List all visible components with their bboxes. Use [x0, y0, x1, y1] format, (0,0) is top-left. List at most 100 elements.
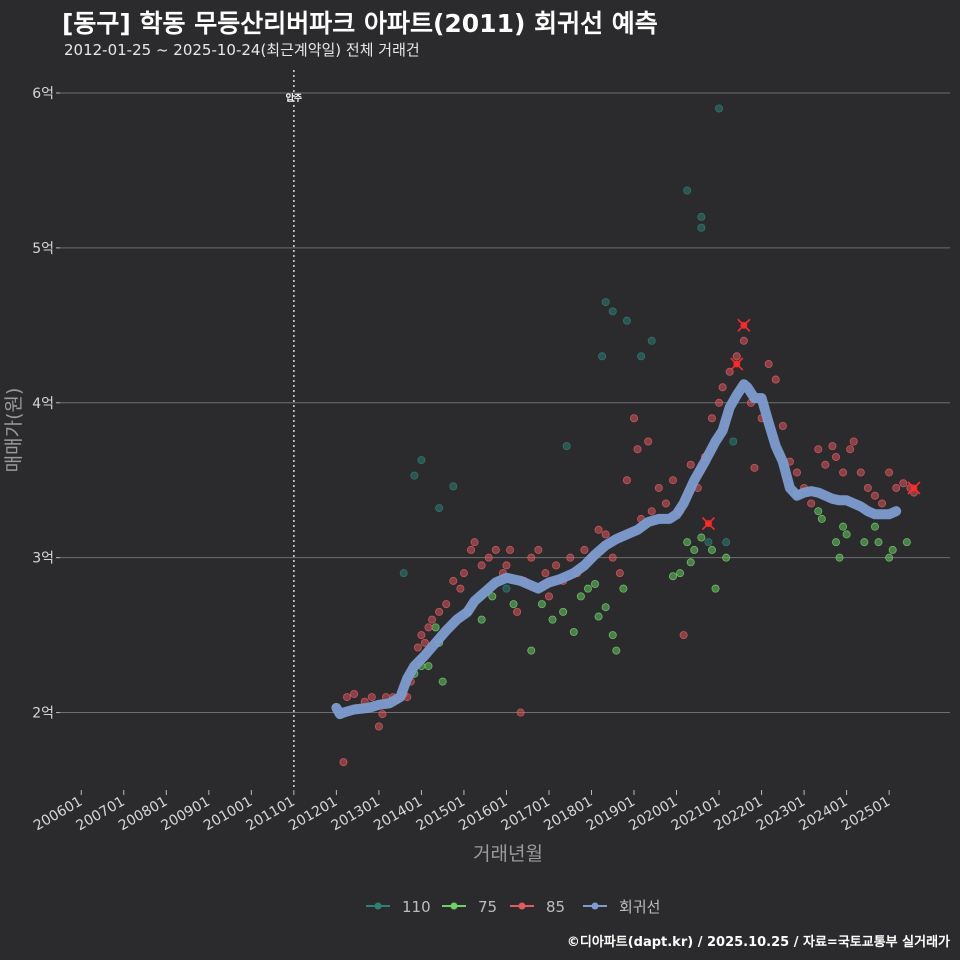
data-point-75: [576, 592, 585, 601]
data-point-75: [608, 631, 617, 640]
chart-subtitle: 2012-01-25 ~ 2025-10-24(최근계약일) 전체 거래건: [64, 41, 420, 59]
data-point-85: [849, 437, 858, 446]
data-point-75: [619, 584, 628, 593]
data-point-85: [814, 445, 823, 454]
data-point-85: [516, 708, 525, 717]
data-point-85: [863, 483, 872, 492]
data-point-85: [566, 553, 575, 562]
data-point-85: [644, 437, 653, 446]
data-point-85: [885, 468, 894, 477]
data-point-75: [839, 522, 848, 531]
data-point-85: [544, 592, 553, 601]
data-point-110: [601, 298, 610, 307]
y-tick-label: 6억: [32, 86, 54, 102]
data-point-85: [615, 569, 624, 578]
data-point-85: [378, 710, 387, 719]
regression-layer: [331, 379, 902, 720]
legend-label: 110: [402, 898, 431, 916]
data-point-85: [633, 445, 642, 454]
data-point-85: [491, 545, 500, 554]
data-point-75: [842, 530, 851, 539]
data-point-110: [598, 352, 607, 361]
data-point-85: [821, 460, 830, 469]
data-point-85: [715, 398, 724, 407]
data-point-75: [690, 545, 699, 554]
data-point-110: [435, 504, 444, 513]
data-point-110: [697, 223, 706, 232]
data-point-75: [537, 600, 546, 609]
data-point-75: [874, 538, 883, 547]
highlight-cross: [730, 357, 744, 371]
data-point-110: [449, 482, 458, 491]
data-point-75: [888, 545, 897, 554]
highlight-cross: [701, 517, 715, 531]
data-point-85: [831, 452, 840, 461]
data-point-85: [750, 463, 759, 472]
data-point-85: [417, 631, 426, 640]
data-point-75: [527, 646, 536, 655]
y-tick-label: 3억: [32, 551, 54, 567]
legend-label: 85: [546, 898, 565, 916]
data-point-85: [828, 442, 837, 451]
data-point-85: [718, 383, 727, 392]
data-point-85: [679, 631, 688, 640]
data-point-75: [424, 662, 433, 671]
data-point-85: [764, 360, 773, 369]
data-point-75: [697, 533, 706, 542]
data-point-85: [367, 693, 376, 702]
highlight-marker: [701, 517, 715, 531]
data-point-85: [622, 476, 631, 485]
data-point-85: [413, 643, 422, 652]
data-point-85: [839, 468, 848, 477]
legend-item-s110: 110: [366, 898, 431, 916]
data-point-85: [449, 576, 458, 585]
data-point-110: [562, 442, 571, 451]
x-tick-label: 202501: [839, 794, 893, 835]
data-point-75: [477, 615, 486, 624]
data-point-85: [502, 561, 511, 570]
data-point-85: [424, 623, 433, 632]
grid-layer: [60, 92, 950, 714]
highlight-cross: [737, 318, 751, 332]
legend-item-s85: 85: [510, 898, 565, 916]
data-point-110: [608, 307, 617, 316]
highlight-layer: [701, 318, 921, 531]
data-point-85: [420, 638, 429, 647]
data-point-85: [456, 584, 465, 593]
data-point-85: [647, 507, 656, 516]
data-point-85: [470, 538, 479, 547]
data-point-85: [513, 607, 522, 616]
chart-title: [동구] 학동 무등산리버파크 아파트(2011) 회귀선 예측: [62, 9, 658, 38]
move-in-marker-layer: 입주: [286, 70, 302, 790]
data-point-85: [527, 553, 536, 562]
data-point-75: [814, 507, 823, 516]
data-point-110: [704, 538, 713, 547]
data-point-75: [707, 545, 716, 554]
data-point-85: [594, 525, 603, 534]
data-point-75: [488, 592, 497, 601]
data-point-85: [428, 615, 437, 624]
legend-item-regression: 회귀선: [583, 898, 660, 916]
legend-item-s75: 75: [442, 898, 497, 916]
data-point-75: [668, 572, 677, 581]
data-point-110: [729, 437, 738, 446]
data-point-75: [902, 538, 911, 547]
data-point-85: [580, 545, 589, 554]
data-point-75: [722, 553, 731, 562]
data-point-85: [442, 600, 451, 609]
data-point-85: [899, 479, 908, 488]
data-point-75: [583, 584, 592, 593]
legend-swatch: [374, 902, 382, 910]
data-point-85: [505, 545, 514, 554]
data-point-85: [534, 545, 543, 554]
data-point-85: [878, 499, 887, 508]
data-point-75: [438, 677, 447, 686]
data-point-85: [601, 530, 610, 539]
data-point-85: [870, 491, 879, 500]
data-point-85: [350, 689, 359, 698]
data-point-75: [601, 603, 610, 612]
highlight-marker: [907, 481, 921, 495]
data-point-110: [722, 538, 731, 547]
data-point-75: [676, 569, 685, 578]
